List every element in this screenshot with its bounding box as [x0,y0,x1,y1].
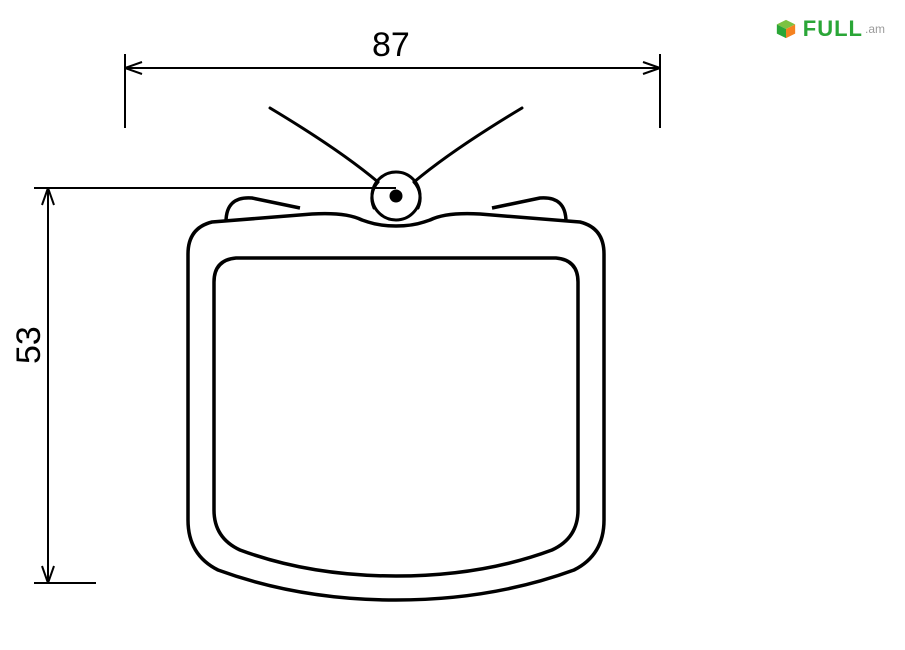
width-dimension-label: 87 [372,26,410,65]
watermark-suffix: .am [865,22,885,36]
watermark-brand: FULL [803,16,863,42]
cube-icon [775,18,797,40]
height-dimension-label: 53 [10,326,49,364]
width-dimension [125,54,660,128]
brake-pad-outline [188,198,604,600]
retention-clip [270,108,522,220]
watermark-logo: FULL .am [775,16,885,42]
technical-drawing [0,0,905,650]
